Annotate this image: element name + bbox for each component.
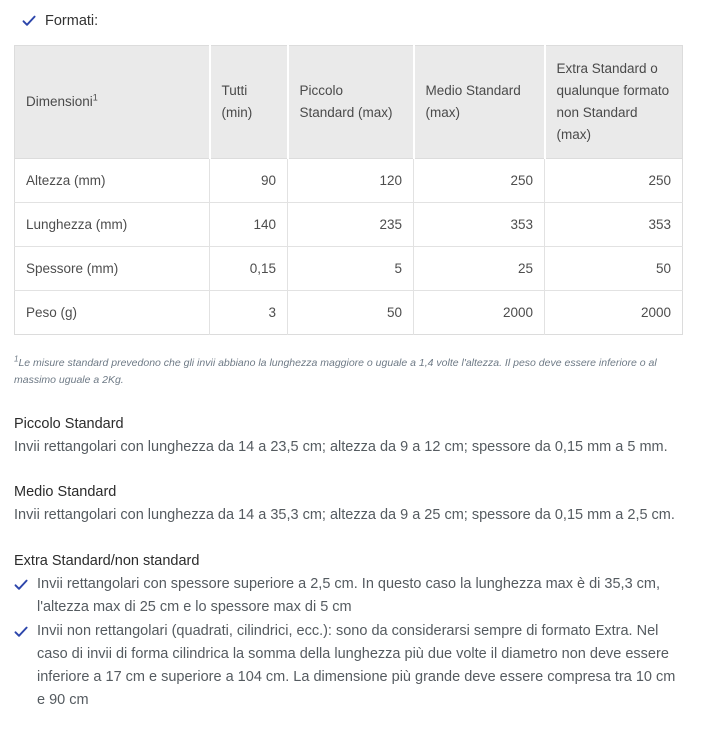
cell-lunghezza-medio-max: 353 — [413, 202, 545, 247]
row-label-spessore: Spessore (mm) — [14, 246, 210, 291]
footnote-text: Le misure standard prevedono che gli inv… — [14, 357, 657, 386]
cell-peso-extra-max: 2000 — [640, 305, 671, 320]
formats-table: Dimensioni1 Tutti (min) Piccolo Standard… — [14, 45, 683, 335]
list-item: Invii non rettangolari (quadrati, cilind… — [14, 620, 686, 712]
cell-peso-medio-max: 2000 — [413, 290, 545, 335]
extra-standard-list: Invii rettangolari con spessore superior… — [14, 573, 686, 712]
cell-lunghezza-tutti-min: 140 — [209, 202, 288, 247]
cell-spessore-piccolo-max: 5 — [287, 246, 414, 291]
section-medio-standard: Medio Standard Invii rettangolari con lu… — [14, 481, 686, 527]
section-title-piccolo-standard: Piccolo Standard — [14, 416, 124, 432]
footnote-marker: 1 — [14, 354, 19, 364]
column-header-piccolo-standard-max: Piccolo Standard (max) — [287, 45, 415, 159]
cell-altezza-piccolo-max: 120 — [287, 158, 414, 203]
table-body: Altezza (mm) 90 120 250 250 Lunghezza (m… — [14, 158, 683, 335]
footnote-marker-header: 1 — [92, 92, 98, 103]
row-label-altezza: Altezza (mm) — [14, 158, 210, 203]
formats-heading-label: Formati: — [45, 13, 99, 29]
column-header-dimensioni-label: Dimensioni — [26, 94, 93, 109]
table-row: Spessore (mm) 0,15 5 25 50 — [14, 246, 683, 291]
table-row: Peso (g) 3 50 2000 2000 — [14, 290, 683, 335]
check-icon — [14, 625, 28, 639]
list-item-label: Invii non rettangolari (quadrati, cilind… — [37, 623, 676, 708]
cell-lunghezza-piccolo-max: 235 — [287, 202, 414, 247]
cell-altezza-medio-max: 250 — [413, 158, 545, 203]
table-row: Altezza (mm) 90 120 250 250 — [14, 158, 683, 203]
cell-spessore-medio-max: 25 — [413, 246, 545, 291]
section-title-medio-standard: Medio Standard — [14, 484, 117, 500]
column-header-dimensioni: Dimensioni1 — [14, 45, 211, 159]
cell-spessore-extra-max: 50 — [544, 246, 683, 291]
section-title-extra-standard: Extra Standard/non standard — [14, 553, 200, 569]
check-icon — [14, 578, 28, 592]
formats-heading-row: Formati: — [0, 0, 707, 33]
formats-table-wrapper: Dimensioni1 Tutti (min) Piccolo Standard… — [14, 45, 683, 335]
section-piccolo-standard: Piccolo Standard Invii rettangolari con … — [14, 413, 686, 459]
list-item-label: Invii rettangolari con spessore superior… — [37, 576, 661, 615]
list-item: Invii rettangolari con spessore superior… — [14, 573, 686, 619]
row-label-lunghezza: Lunghezza (mm) — [14, 202, 210, 247]
cell-spessore-tutti-min: 0,15 — [209, 246, 288, 291]
check-icon — [22, 14, 36, 28]
section-body-medio-standard: Invii rettangolari con lunghezza da 14 a… — [14, 507, 675, 523]
table-footnote: 1Le misure standard prevedono che gli in… — [14, 355, 679, 389]
cell-altezza-extra-max: 250 — [544, 158, 683, 203]
cell-peso-tutti-min: 3 — [209, 290, 288, 335]
table-head: Dimensioni1 Tutti (min) Piccolo Standard… — [14, 45, 683, 159]
row-label-peso: Peso (g) — [14, 290, 210, 335]
section-extra-standard: Extra Standard/non standard Invii rettan… — [14, 550, 686, 712]
cell-altezza-tutti-min: 90 — [209, 158, 288, 203]
column-header-medio-standard-max: Medio Standard (max) — [413, 45, 546, 159]
column-header-extra-standard-max: Extra Standard o qualunque formato non S… — [544, 45, 683, 159]
table-header-row: Dimensioni1 Tutti (min) Piccolo Standard… — [14, 45, 683, 159]
table-row: Lunghezza (mm) 140 235 353 353 — [14, 202, 683, 247]
cell-lunghezza-extra-max: 353 — [544, 202, 683, 247]
cell-peso-piccolo-max: 50 — [287, 290, 414, 335]
section-body-piccolo-standard: Invii rettangolari con lunghezza da 14 a… — [14, 439, 668, 455]
column-header-tutti-min: Tutti (min) — [209, 45, 289, 159]
